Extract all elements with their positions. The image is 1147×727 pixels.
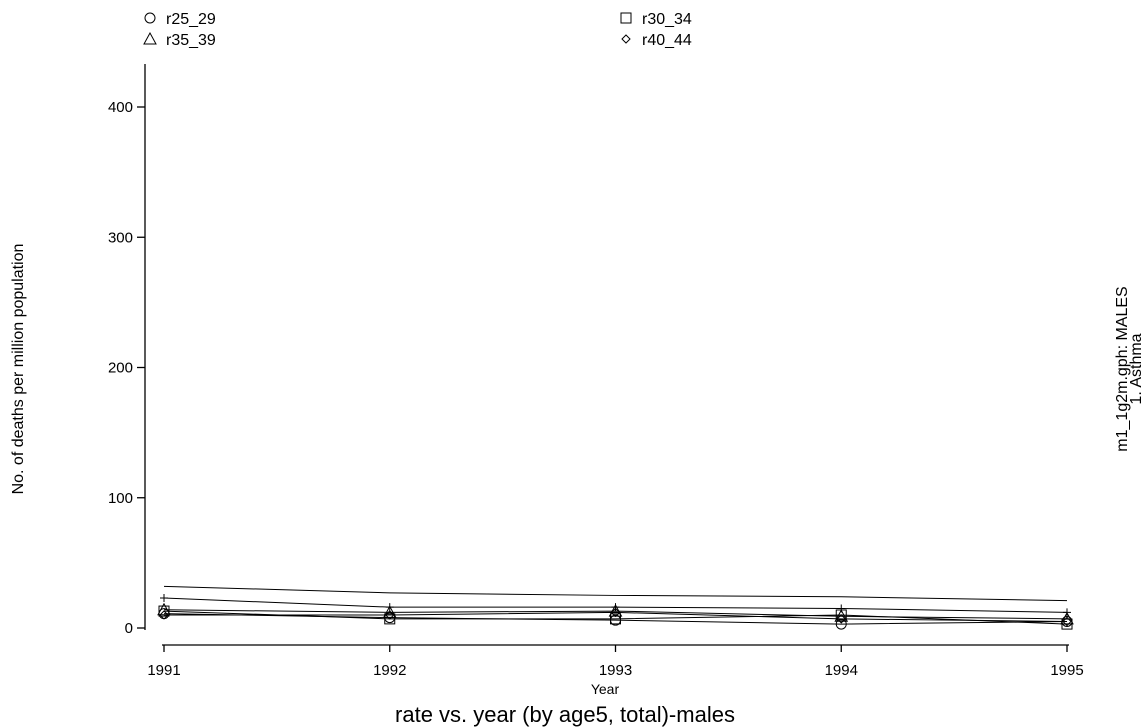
y-axis-label: No. of deaths per million population	[10, 244, 27, 495]
data-point-square	[384, 613, 396, 625]
y-tick-label: 300	[108, 229, 133, 246]
legend-marker-diamond	[621, 34, 631, 44]
data-point-square	[158, 605, 170, 617]
data-point-triangle	[382, 605, 397, 618]
data-point-triangle	[157, 602, 171, 616]
data-point-plus	[837, 604, 846, 613]
x-axis-label: Year	[591, 681, 620, 697]
legend-item: r35_39	[143, 31, 216, 49]
legend-label: r35_39	[166, 32, 216, 49]
data-point-triangle	[1060, 611, 1074, 625]
chart-title: rate vs. year (by age5, total)-males	[395, 702, 735, 727]
x-tick-label: 1991	[147, 662, 180, 679]
data-point-plus	[611, 603, 620, 612]
y-tick-label: 0	[125, 620, 133, 637]
series-line	[163, 610, 1068, 625]
legend-label: r30_34	[642, 11, 692, 28]
series-r40_44	[159, 607, 1072, 627]
legend-item: r25_29	[144, 11, 216, 28]
series-layer	[157, 585, 1074, 630]
x-tick-label: 1992	[373, 662, 406, 679]
data-point-plus	[160, 594, 168, 603]
x-tick-label: 1995	[1050, 662, 1083, 679]
data-point-diamond	[159, 610, 169, 620]
axes: 0 100 200 300 400 1991 1992 1993 1994 1995	[108, 64, 1084, 679]
data-point-diamond	[1062, 616, 1072, 627]
x-tick-label: 1994	[825, 662, 858, 679]
data-point-plus	[1063, 608, 1071, 617]
data-point-plus	[385, 603, 394, 612]
legend-item: r40_44	[621, 32, 692, 49]
data-point-triangle	[834, 609, 849, 622]
series-line	[163, 585, 1068, 602]
legend-item: r30_34	[620, 11, 692, 28]
side-note-line2: 1. Asthma	[1128, 333, 1145, 404]
y-tick-label: 200	[108, 360, 133, 377]
legend: r25_29 r30_34 r35_39 r40_44	[143, 11, 692, 49]
series-unlabeled-5	[163, 585, 1068, 602]
legend-marker-square	[620, 12, 632, 24]
y-tick-label: 100	[108, 490, 133, 507]
series-unlabeled-4	[160, 594, 1071, 617]
legend-marker-triangle	[143, 31, 157, 45]
side-note-line1: m1_1g2m.gph: MALES	[1114, 286, 1131, 451]
data-point-diamond	[385, 610, 395, 620]
data-point-diamond	[610, 607, 621, 618]
y-tick-label: 400	[108, 99, 133, 116]
legend-marker-circle	[144, 12, 156, 24]
x-tick-label: 1993	[599, 662, 632, 679]
data-point-diamond	[836, 614, 846, 624]
data-point-square	[610, 613, 621, 625]
legend-label: r25_29	[166, 11, 216, 28]
legend-label: r40_44	[642, 32, 692, 49]
series-line	[164, 611, 1068, 622]
